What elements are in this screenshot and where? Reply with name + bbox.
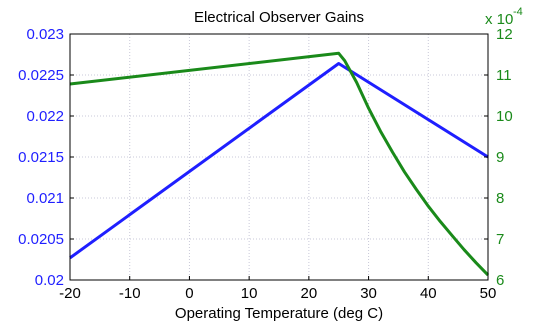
- right-tick-label: 10: [496, 108, 513, 125]
- series-group: [69, 51, 490, 277]
- right-tick-label: 6: [496, 272, 504, 289]
- right-axis-series-line: [69, 51, 490, 277]
- right-tick-label: 12: [496, 26, 513, 43]
- x-tick-label: 50: [480, 285, 497, 302]
- left-tick-label: 0.0215: [18, 149, 64, 166]
- left-tick-label: 0.022: [26, 108, 64, 125]
- right-tick-label: 11: [496, 67, 512, 84]
- x-axis-label: Operating Temperature (deg C): [175, 305, 383, 322]
- left-tick-label: 0.023: [26, 26, 64, 43]
- left-tick-label: 0.021: [26, 190, 64, 207]
- x-tick-label: 10: [241, 285, 258, 302]
- multiplier-exponent: -4: [513, 6, 523, 18]
- x-tick-label: 20: [301, 285, 318, 302]
- right-tick-label: 7: [496, 231, 504, 248]
- x-tick-label: -10: [119, 285, 141, 302]
- left-axis-series-line: [69, 62, 489, 260]
- right-axis-multiplier: x 10 -4: [485, 6, 523, 28]
- right-tick-label: 9: [496, 149, 504, 166]
- x-tick-label: 0: [185, 285, 193, 302]
- left-tick-label: 0.0225: [18, 67, 64, 84]
- axes-group: -20 -10 0 10 20 30 40 50 0.02 0.0205 0.021 0.0215 0.…: [18, 26, 513, 302]
- left-tick-label: 0.0205: [18, 231, 64, 248]
- multiplier-base: x 10: [485, 11, 513, 28]
- chart-title: Electrical Observer Gains: [194, 9, 364, 26]
- x-tick-label: 40: [420, 285, 437, 302]
- right-tick-label: 8: [496, 190, 504, 207]
- x-tick-label: 30: [360, 285, 377, 302]
- x-tick-label: -20: [59, 285, 81, 302]
- left-tick-label: 0.02: [35, 272, 64, 289]
